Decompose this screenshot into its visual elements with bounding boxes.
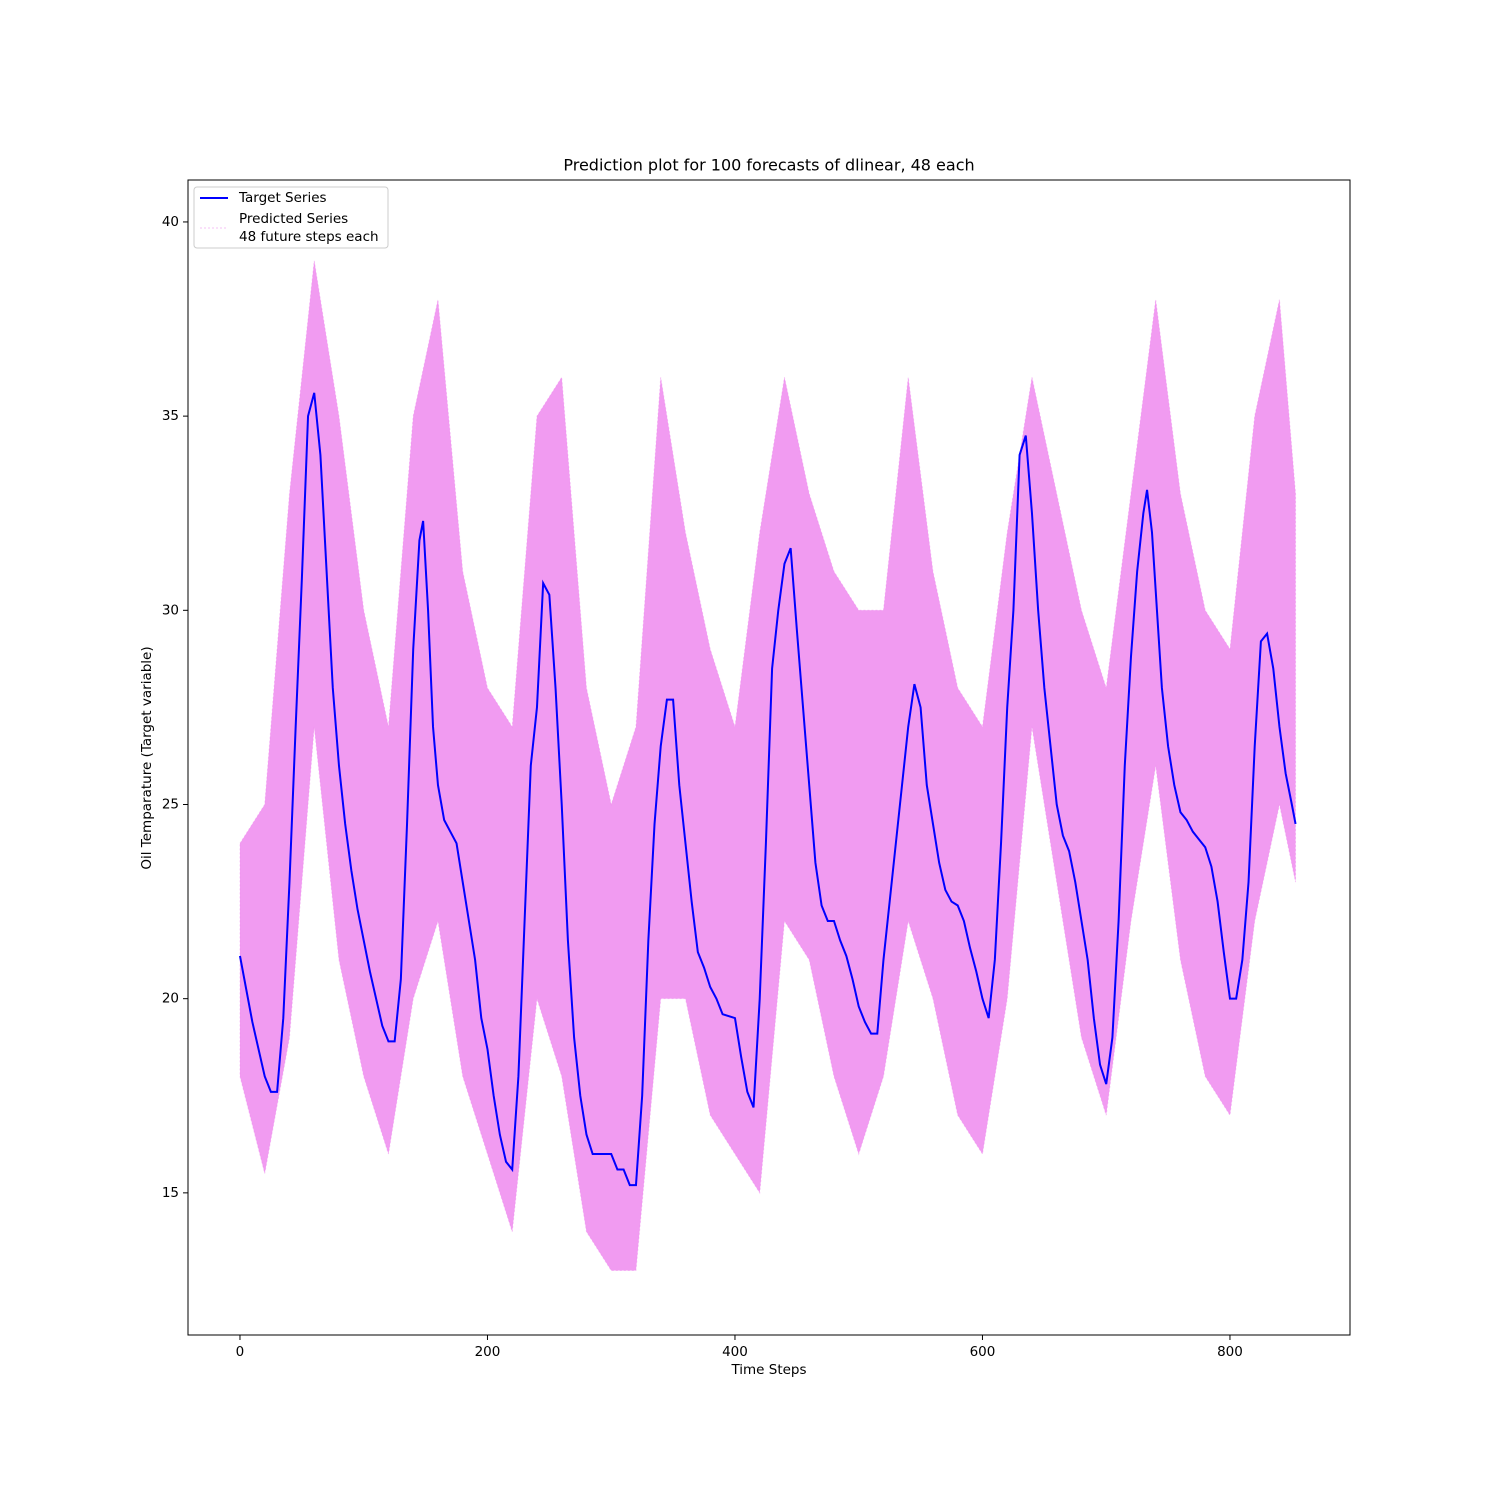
legend-label: 48 future steps each — [239, 229, 379, 245]
legend: Target Series Predicted Series 48 future s… — [193, 186, 389, 249]
target-line — [238, 392, 1297, 1187]
legend-label: Target Series — [238, 190, 327, 206]
y-axis-label: Oil Temparature (Target variable) — [139, 646, 155, 869]
y-tick-label: 30 — [162, 602, 179, 618]
y-tick-label: 25 — [162, 796, 179, 812]
x-tick-label: 400 — [722, 1344, 748, 1360]
y-tick-label: 35 — [162, 408, 179, 424]
legend-box — [193, 186, 389, 249]
x-axis-label: Time Steps — [730, 1362, 806, 1378]
y-tick-label: 40 — [162, 214, 179, 230]
plot-frame — [187, 179, 1351, 1336]
chart-title: Prediction plot for 100 forecasts of dli… — [563, 156, 974, 175]
x-tick-label: 800 — [1217, 1344, 1243, 1360]
y-tick-label: 15 — [162, 1185, 179, 1201]
legend-label: Predicted Series — [239, 211, 348, 227]
y-tick-label: 20 — [162, 991, 179, 1007]
x-tick-label: 0 — [236, 1344, 245, 1360]
x-tick-label: 200 — [475, 1344, 501, 1360]
x-tick-label: 600 — [970, 1344, 996, 1360]
